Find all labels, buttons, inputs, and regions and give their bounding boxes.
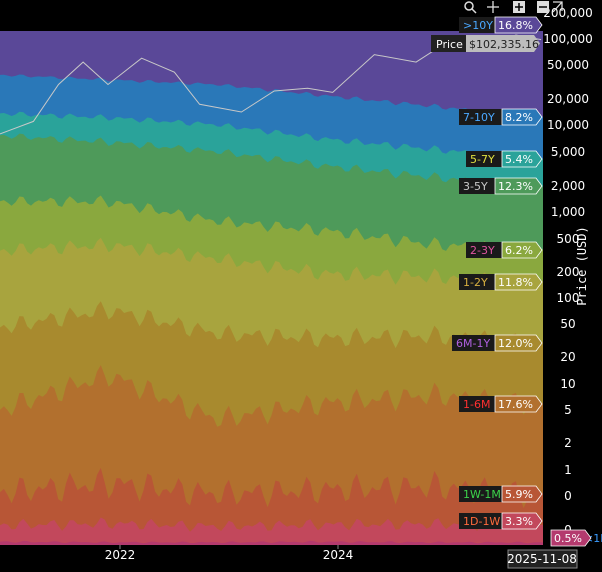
band-label-value-bg xyxy=(501,108,543,126)
x-tick-label: 2024 xyxy=(323,548,354,562)
y-tick-label: 1,000 xyxy=(551,205,585,219)
band-label-value: 5.9% xyxy=(505,488,533,501)
band-label-name-bg xyxy=(466,242,502,258)
zoom-icon[interactable] xyxy=(464,1,477,14)
band-label-name: 7-10Y xyxy=(463,111,495,124)
band-label-value: 17.6% xyxy=(498,398,533,411)
y-tick-label: 1 xyxy=(564,463,572,477)
band-label-value-bg xyxy=(494,16,543,34)
band-label-value-bg xyxy=(494,177,543,195)
band-label-value: 0.5% xyxy=(554,532,582,545)
price-tag-value-bg xyxy=(466,35,540,52)
band-label-value: 11.8% xyxy=(498,276,533,289)
band-label: 1W-1M 5.9% xyxy=(459,485,543,503)
band-label: 1-2Y 11.8% xyxy=(459,273,543,291)
band-label-value: 3.3% xyxy=(505,515,533,528)
band-label-value: 8.2% xyxy=(505,111,533,124)
band-label-name: 6M-1Y xyxy=(456,337,490,350)
band-label-name: 2-3Y xyxy=(470,244,495,257)
band-label-value: 5.4% xyxy=(505,153,533,166)
area-bands xyxy=(0,31,543,546)
band-label-value: 12.0% xyxy=(498,337,533,350)
y-tick-label: 2 xyxy=(564,436,572,450)
y-tick-label: 10 xyxy=(560,377,575,391)
y-tick-label: 200 xyxy=(557,265,580,279)
x-axis: 2022 2024 xyxy=(105,545,354,562)
band-label-name-bg xyxy=(466,151,502,167)
price-tag: Price $102,335.16 xyxy=(431,35,540,52)
date-cursor-label: 2025-11-08 xyxy=(507,552,577,566)
band-label-name-bg xyxy=(459,513,502,529)
band-label-name: >10Y xyxy=(463,19,493,32)
band-label-value-bg xyxy=(501,485,543,503)
band-label-value: 12.3% xyxy=(498,180,533,193)
y-tick-label: 2,000 xyxy=(551,179,585,193)
y-tick-label: 20,000 xyxy=(547,92,589,106)
y-tick-label: 20 xyxy=(560,350,575,364)
reset-icon[interactable] xyxy=(552,1,563,13)
band-label-name-bg xyxy=(459,109,502,125)
y-tick-label: 10,000 xyxy=(547,118,589,132)
band-label-name-bg xyxy=(459,274,495,290)
band-label-name: 5-7Y xyxy=(470,153,495,166)
band-label-value-bg xyxy=(501,241,543,259)
y-tick-label: 0 xyxy=(564,489,572,503)
band-label: 7-10Y 8.2% xyxy=(459,108,543,126)
plot-area[interactable] xyxy=(0,31,543,546)
y-tick-label: 5 xyxy=(564,403,572,417)
band-area xyxy=(0,540,543,545)
band-label-value-bg xyxy=(494,395,543,413)
band-label: 6M-1Y 12.0% xyxy=(452,334,543,352)
band-label: 5-7Y 5.4% xyxy=(466,150,543,168)
band-labels: <1D0.5% 1D-1W 3.3% 1W-1M 5.9% 1-6M 17.6% 6M-1Y 1… xyxy=(452,16,602,547)
band-label: 1-6M 17.6% xyxy=(459,395,543,413)
y-axis-title: Price (USD) xyxy=(575,226,589,305)
x-tick-label: 2022 xyxy=(105,548,136,562)
band-label-value: 16.8% xyxy=(498,19,533,32)
band-label-name-bg xyxy=(452,335,495,351)
price-tag-value: $102,335.16 xyxy=(469,38,539,51)
band-label: 3-5Y 12.3% xyxy=(459,177,543,195)
band-label: 2-3Y 6.2% xyxy=(466,241,543,259)
zoom-in-icon[interactable] xyxy=(513,1,525,13)
band-label-name: 1D-1W xyxy=(463,515,500,528)
zoom-out-icon[interactable] xyxy=(537,1,549,13)
date-cursor: 2025-11-08 xyxy=(507,549,578,569)
band-label-value-bg xyxy=(501,150,543,168)
pan-icon[interactable] xyxy=(487,1,499,13)
band-label-value: 6.2% xyxy=(505,244,533,257)
y-tick-label: 500 xyxy=(557,232,580,246)
y-axis: 200,000 100,000 50,000 20,000 10,000 5,000 2,0… xyxy=(543,6,593,537)
band-label: 1D-1W 3.3% xyxy=(459,512,543,530)
y-tick-label: 100 xyxy=(557,291,580,305)
band-label-value-bg xyxy=(494,334,543,352)
band-label-name: 1W-1M xyxy=(463,488,501,501)
y-tick-label: 200,000 xyxy=(543,6,593,20)
band-label-value-bg xyxy=(550,529,592,547)
band-label-name-bg xyxy=(459,178,495,194)
y-tick-label: 100,000 xyxy=(543,32,593,46)
band-label-name: 3-5Y xyxy=(463,180,488,193)
y-tick-label: 50 xyxy=(560,317,575,331)
price-tag-name-bg xyxy=(431,35,466,52)
band-area xyxy=(0,517,543,545)
y-tick-label: 50,000 xyxy=(547,58,589,72)
band-label-name: 1-6M xyxy=(463,398,490,411)
band-label-value-bg xyxy=(494,273,543,291)
date-cursor-bg xyxy=(507,549,578,569)
band-label-name-bg xyxy=(459,396,495,412)
band-label: <1D0.5% xyxy=(550,529,602,547)
price-tag-name: Price xyxy=(436,38,463,51)
band-label-name-bg xyxy=(459,17,495,33)
band-label: >10Y 16.8% xyxy=(459,16,543,34)
band-label-name-bg xyxy=(459,486,502,502)
band-label-name: 1-2Y xyxy=(463,276,488,289)
y-tick-label: 5,000 xyxy=(551,145,585,159)
toolbar[interactable] xyxy=(464,1,563,14)
band-label-value-bg xyxy=(501,512,543,530)
